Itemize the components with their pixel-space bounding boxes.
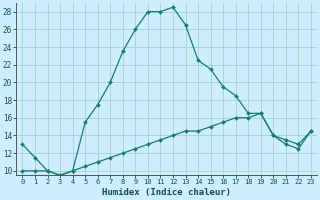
X-axis label: Humidex (Indice chaleur): Humidex (Indice chaleur): [102, 188, 231, 197]
